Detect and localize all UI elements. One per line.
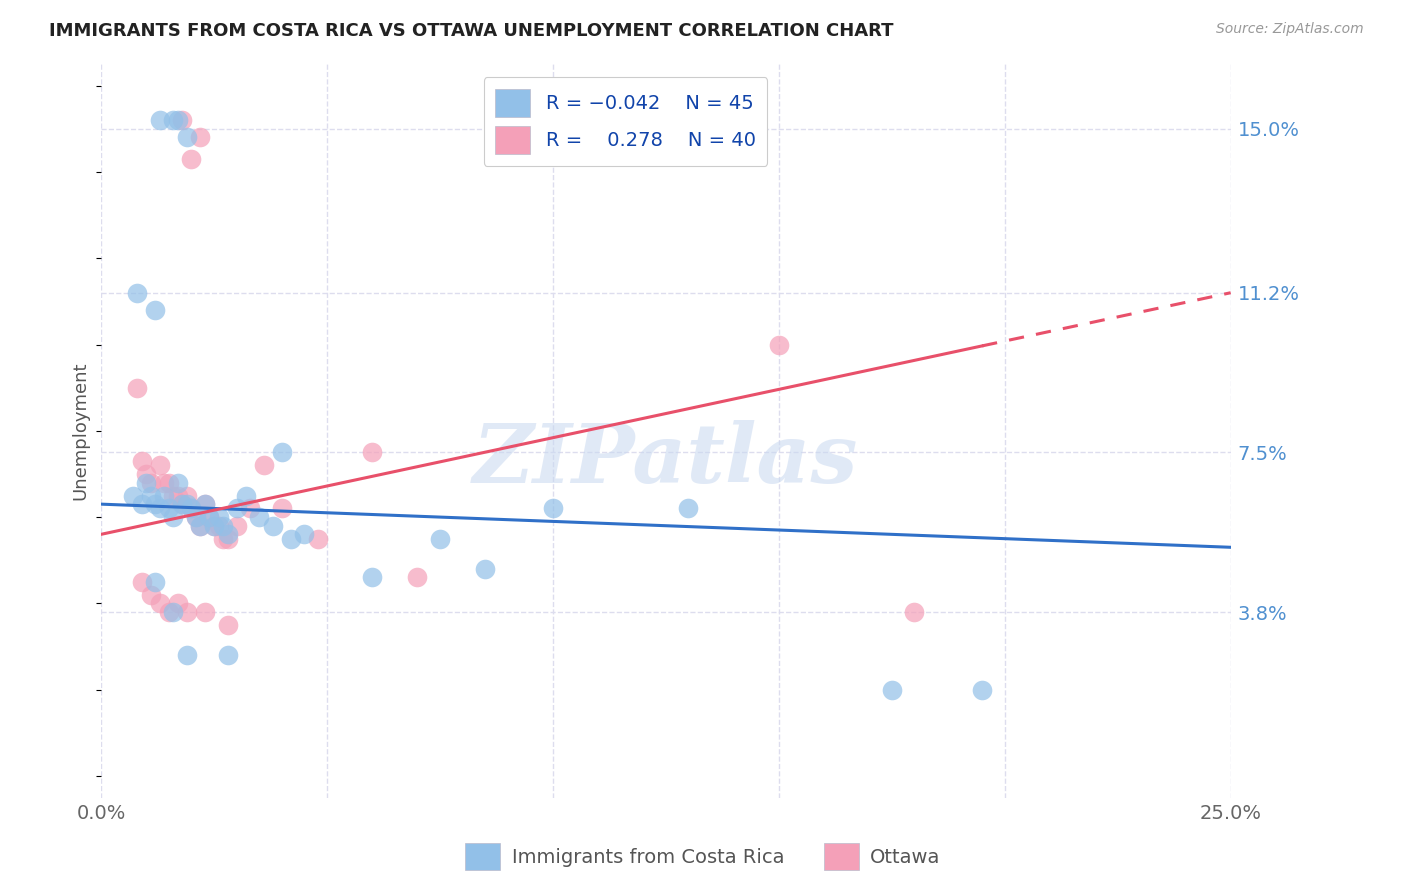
Point	[143, 497, 166, 511]
Point	[184, 510, 207, 524]
Point	[190, 518, 212, 533]
Point	[180, 501, 202, 516]
Point	[162, 605, 184, 619]
Y-axis label: Unemployment: Unemployment	[72, 361, 89, 500]
Point	[678, 501, 700, 516]
Point	[253, 458, 276, 473]
Point	[541, 501, 564, 516]
Point	[180, 152, 202, 166]
Point	[172, 497, 194, 511]
Point	[235, 489, 257, 503]
Point	[143, 303, 166, 318]
Point	[131, 497, 153, 511]
Point	[207, 510, 229, 524]
Point	[361, 570, 384, 584]
Point	[880, 682, 903, 697]
Point	[212, 518, 235, 533]
Point	[225, 518, 247, 533]
Point	[202, 518, 225, 533]
Point	[172, 497, 194, 511]
Point	[153, 489, 176, 503]
Point	[176, 489, 198, 503]
Point	[292, 527, 315, 541]
Point	[217, 618, 239, 632]
Point	[131, 454, 153, 468]
Point	[190, 518, 212, 533]
Point	[149, 458, 172, 473]
Point	[207, 518, 229, 533]
Point	[153, 475, 176, 490]
Point	[176, 497, 198, 511]
Point	[361, 445, 384, 459]
Point	[217, 532, 239, 546]
Point	[157, 501, 180, 516]
Point	[184, 510, 207, 524]
Point	[176, 130, 198, 145]
Point	[180, 501, 202, 516]
Point	[198, 510, 221, 524]
Point	[429, 532, 451, 546]
Point	[903, 605, 925, 619]
Text: IMMIGRANTS FROM COSTA RICA VS OTTAWA UNEMPLOYMENT CORRELATION CHART: IMMIGRANTS FROM COSTA RICA VS OTTAWA UNE…	[49, 22, 894, 40]
Point	[149, 113, 172, 128]
Point	[194, 497, 217, 511]
Point	[474, 562, 496, 576]
Point	[307, 532, 329, 546]
Text: ZIPatlas: ZIPatlas	[472, 420, 859, 500]
Point	[217, 648, 239, 662]
Point	[121, 489, 143, 503]
Point	[127, 381, 149, 395]
Point	[270, 445, 292, 459]
Point	[135, 467, 157, 481]
Point	[157, 605, 180, 619]
Point	[190, 130, 212, 145]
Point	[194, 605, 217, 619]
Point	[176, 605, 198, 619]
Point	[172, 113, 194, 128]
Point	[176, 648, 198, 662]
Point	[262, 518, 284, 533]
Point	[406, 570, 429, 584]
Legend: Immigrants from Costa Rica, Ottawa: Immigrants from Costa Rica, Ottawa	[458, 835, 948, 878]
Point	[139, 588, 162, 602]
Point	[143, 574, 166, 589]
Point	[217, 527, 239, 541]
Point	[167, 489, 190, 503]
Point	[247, 510, 270, 524]
Point	[149, 501, 172, 516]
Point	[162, 510, 184, 524]
Point	[167, 475, 190, 490]
Point	[149, 596, 172, 610]
Point	[270, 501, 292, 516]
Point	[198, 510, 221, 524]
Point	[139, 489, 162, 503]
Point	[212, 532, 235, 546]
Text: Source: ZipAtlas.com: Source: ZipAtlas.com	[1216, 22, 1364, 37]
Point	[972, 682, 994, 697]
Point	[280, 532, 302, 546]
Point	[202, 518, 225, 533]
Point	[167, 596, 190, 610]
Point	[768, 337, 790, 351]
Legend: R = −0.042    N = 45, R =    0.278    N = 40: R = −0.042 N = 45, R = 0.278 N = 40	[484, 78, 768, 166]
Point	[127, 285, 149, 300]
Point	[162, 113, 184, 128]
Point	[194, 497, 217, 511]
Point	[239, 501, 262, 516]
Point	[162, 489, 184, 503]
Point	[225, 501, 247, 516]
Point	[135, 475, 157, 490]
Point	[167, 113, 190, 128]
Point	[157, 475, 180, 490]
Point	[139, 475, 162, 490]
Point	[131, 574, 153, 589]
